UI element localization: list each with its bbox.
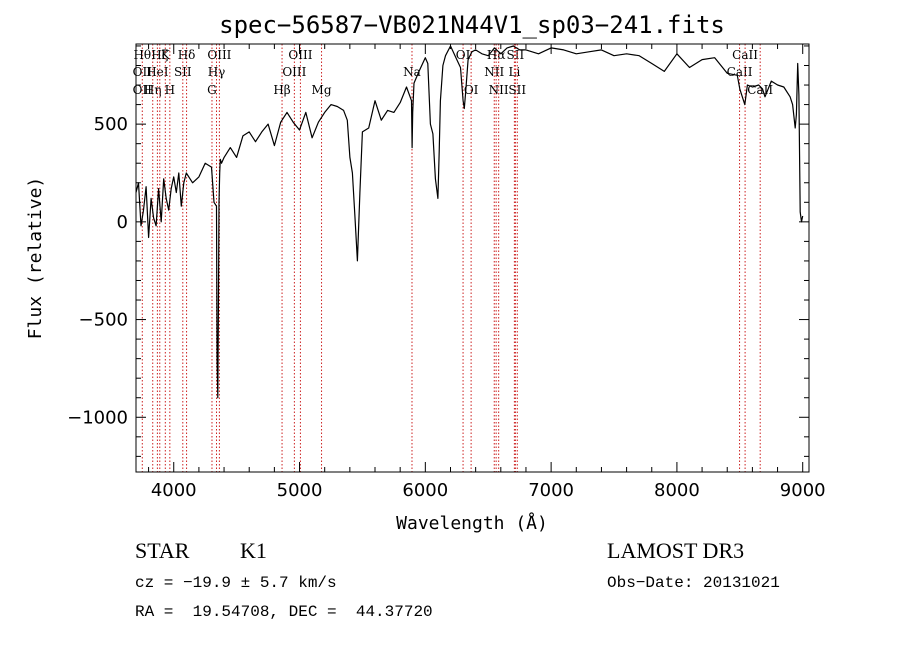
line-label: HeI: [146, 65, 169, 79]
line-label: CaII: [727, 65, 753, 79]
x-tick-label: 5000: [277, 480, 323, 501]
survey-name: LAMOST DR3: [607, 538, 745, 563]
chart-title: spec−56587−VB021N44V1_sp03−241.fits: [219, 11, 725, 39]
x-axis-label: Wavelength (Å): [396, 512, 548, 534]
line-label: NII: [484, 65, 504, 79]
x-tick-label: 6000: [402, 480, 448, 501]
x-tick-label: 4000: [151, 480, 197, 501]
redshift-readout: cz = −19.9 ± 5.7 km/s: [135, 574, 337, 592]
y-tick-label: 0: [117, 212, 128, 233]
line-label: OI: [456, 48, 471, 62]
line-label: Na: [403, 65, 421, 79]
line-label: SII: [508, 83, 526, 97]
line-label: Hγ: [208, 65, 226, 79]
emission-line-markers: HθOIIOIIHηHeIHζKHSIIHδGHγOIIIHβOIIIOIIIM…: [133, 44, 773, 472]
line-label: Hθ: [133, 48, 151, 62]
line-label: K: [161, 48, 171, 62]
y-tick-label: 500: [94, 114, 128, 135]
line-label: Hη: [144, 83, 162, 97]
line-label: Hδ: [178, 48, 196, 62]
line-label: NII: [489, 83, 509, 97]
x-tick-label: 8000: [654, 480, 700, 501]
line-label: G: [207, 83, 217, 97]
line-label: CaII: [732, 48, 758, 62]
y-axis-label: Flux (relative): [25, 177, 46, 340]
line-label: OII: [133, 83, 153, 97]
object-subclass: K1: [240, 538, 267, 563]
line-label: OIII: [282, 65, 306, 79]
line-label: Li: [508, 65, 520, 79]
spectrum-series-line: [135, 45, 804, 399]
obs-date: Obs−Date: 20131021: [607, 574, 780, 592]
line-label: H: [165, 83, 175, 97]
ra-dec-readout: RA = 19.54708, DEC = 44.37720: [135, 603, 433, 621]
line-label: OIII: [288, 48, 312, 62]
line-label: OIII: [207, 48, 231, 62]
y-tick-label: −500: [79, 310, 128, 331]
line-label: OI: [464, 83, 479, 97]
line-label: Hζ: [151, 48, 168, 62]
line-label: SII: [174, 65, 192, 79]
x-tick-label: 7000: [528, 480, 574, 501]
plot-frame: [135, 43, 810, 473]
line-label: OII: [133, 65, 153, 79]
y-tick-label: −1000: [67, 407, 128, 428]
line-label: SII: [507, 48, 525, 62]
object-class: STAR: [135, 538, 190, 563]
x-tick-label: 9000: [780, 480, 826, 501]
line-label: Mg: [312, 83, 332, 97]
line-label: Hβ: [273, 83, 290, 97]
